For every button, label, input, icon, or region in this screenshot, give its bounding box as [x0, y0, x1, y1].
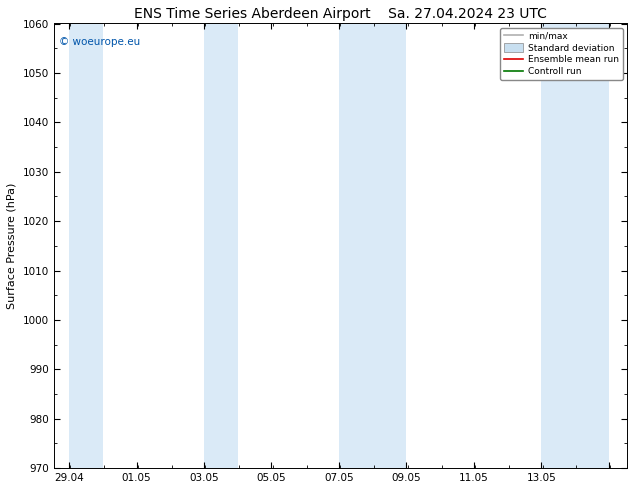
Legend: min/max, Standard deviation, Ensemble mean run, Controll run: min/max, Standard deviation, Ensemble me…	[500, 28, 623, 80]
Bar	[204, 24, 238, 468]
Text: © woeurope.eu: © woeurope.eu	[60, 37, 141, 47]
Bar	[541, 24, 609, 468]
Bar	[339, 24, 406, 468]
Bar	[69, 24, 103, 468]
Title: ENS Time Series Aberdeen Airport    Sa. 27.04.2024 23 UTC: ENS Time Series Aberdeen Airport Sa. 27.…	[134, 7, 547, 21]
Y-axis label: Surface Pressure (hPa): Surface Pressure (hPa)	[7, 183, 17, 309]
